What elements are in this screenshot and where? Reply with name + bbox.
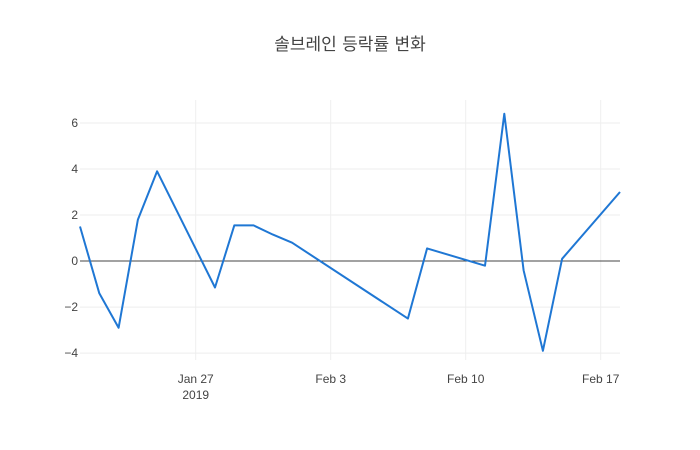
x-tick-label: Jan 27 (178, 372, 214, 386)
x-tick-label: Feb 3 (315, 372, 346, 386)
chart-title: 솔브레인 등락률 변화 (274, 35, 426, 55)
y-tick-label: 0 (71, 254, 78, 268)
grid-lines (80, 100, 620, 360)
y-tick-label: 4 (71, 162, 78, 176)
y-axis-ticks: −4 −2 0 2 4 6 (64, 116, 78, 360)
series-line (79, 112, 621, 352)
x-tick-label: Feb 10 (447, 372, 485, 386)
x-tick-label: Feb 17 (582, 372, 620, 386)
y-tick-label: −2 (64, 300, 78, 314)
x-tick-year-label: 2019 (182, 388, 209, 402)
y-tick-label: 2 (71, 208, 78, 222)
y-tick-label: −4 (64, 346, 78, 360)
y-tick-label: 6 (71, 116, 78, 130)
x-axis-ticks: Jan 27 2019 Feb 3 Feb 10 Feb 17 (178, 372, 620, 402)
